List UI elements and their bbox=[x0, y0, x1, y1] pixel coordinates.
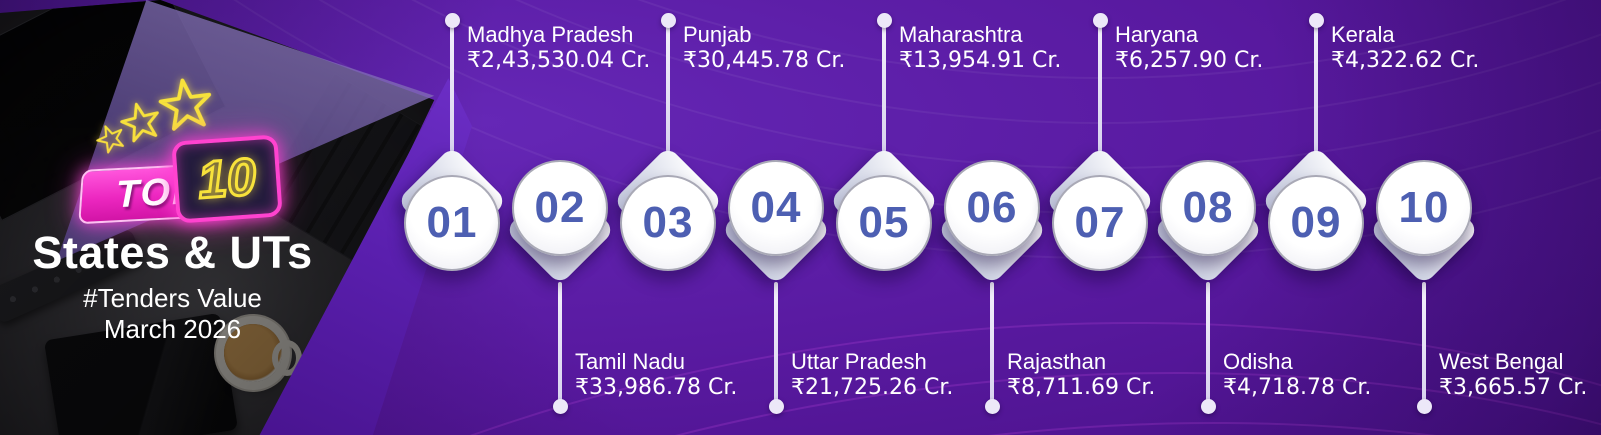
state-value: ₹33,986.78 Cr. bbox=[575, 375, 738, 400]
page-subtitle-tenders-value: #Tenders Value bbox=[83, 283, 262, 313]
connector-line bbox=[1206, 282, 1210, 404]
state-name: Maharashtra bbox=[899, 22, 1023, 47]
state-label: Madhya Pradesh ₹2,43,530.04 Cr. bbox=[467, 22, 650, 74]
state-value: ₹30,445.78 Cr. bbox=[683, 48, 846, 73]
connector-dot bbox=[876, 13, 892, 28]
state-label: Rajasthan ₹8,711.69 Cr. bbox=[1007, 349, 1155, 401]
connector-line bbox=[882, 20, 886, 152]
rank-number: 04 bbox=[750, 183, 802, 232]
state-name: Tamil Nadu bbox=[575, 349, 686, 374]
rank-number: 07 bbox=[1074, 198, 1126, 247]
connector-line bbox=[1314, 20, 1318, 152]
connector-dot bbox=[1092, 13, 1108, 28]
state-label: Odisha ₹4,718.78 Cr. bbox=[1223, 349, 1371, 401]
ten-badge-label: 10 bbox=[195, 147, 260, 212]
rank-circle: 01 bbox=[404, 175, 500, 271]
rank-circle: 10 bbox=[1376, 160, 1472, 256]
rank-circle: 02 bbox=[512, 160, 608, 256]
state-value: ₹3,665.57 Cr. bbox=[1439, 375, 1588, 400]
state-value: ₹2,43,530.04 Cr. bbox=[467, 48, 651, 73]
state-name: Uttar Pradesh bbox=[791, 349, 927, 374]
connector-line bbox=[1098, 20, 1102, 152]
state-value: ₹4,718.78 Cr. bbox=[1223, 375, 1372, 400]
rank-circle: 08 bbox=[1160, 160, 1256, 256]
page-subtitle-month: March 2026 bbox=[103, 314, 242, 344]
connector-dot bbox=[1308, 13, 1324, 28]
rank-circle: 04 bbox=[728, 160, 824, 256]
rank-circle: 06 bbox=[944, 160, 1040, 256]
connector-line bbox=[1422, 282, 1426, 404]
connector-line bbox=[990, 282, 994, 404]
state-name: Punjab bbox=[683, 22, 752, 47]
state-value: ₹13,954.91 Cr. bbox=[899, 48, 1062, 73]
state-value: ₹21,725.26 Cr. bbox=[791, 375, 954, 400]
state-name: Odisha bbox=[1223, 349, 1293, 374]
state-label: Maharashtra ₹13,954.91 Cr. bbox=[899, 22, 1061, 74]
connector-dot bbox=[984, 399, 1000, 414]
rank-circle: 09 bbox=[1268, 175, 1364, 271]
rank-number: 08 bbox=[1182, 183, 1234, 232]
state-value: ₹6,257.90 Cr. bbox=[1115, 48, 1264, 73]
connector-dot bbox=[552, 399, 568, 414]
ten-badge: 10 bbox=[171, 134, 283, 224]
state-name: Kerala bbox=[1331, 22, 1395, 47]
state-label: Kerala ₹4,322.62 Cr. bbox=[1331, 22, 1479, 74]
state-name: Madhya Pradesh bbox=[467, 22, 634, 47]
star-icon bbox=[158, 78, 212, 131]
connector-line bbox=[558, 282, 562, 404]
state-value: ₹8,711.69 Cr. bbox=[1007, 375, 1156, 400]
rank-number: 03 bbox=[642, 198, 694, 247]
state-label: Haryana ₹6,257.90 Cr. bbox=[1115, 22, 1263, 74]
connector-dot bbox=[1200, 399, 1216, 414]
state-name: West Bengal bbox=[1439, 349, 1564, 374]
state-label: Tamil Nadu ₹33,986.78 Cr. bbox=[575, 349, 737, 401]
rank-number: 06 bbox=[966, 183, 1018, 232]
page-title: States & UTs bbox=[32, 227, 313, 278]
rank-circle: 05 bbox=[836, 175, 932, 271]
state-label: Punjab ₹30,445.78 Cr. bbox=[683, 22, 845, 74]
connector-dot bbox=[1416, 399, 1432, 414]
connector-line bbox=[666, 20, 670, 152]
state-label: Uttar Pradesh ₹21,725.26 Cr. bbox=[791, 349, 953, 401]
rank-number: 01 bbox=[426, 198, 478, 247]
connector-dot bbox=[768, 399, 784, 414]
rank-number: 10 bbox=[1398, 183, 1450, 232]
connector-line bbox=[774, 282, 778, 404]
rank-circle: 07 bbox=[1052, 175, 1148, 271]
top10-logo: TOP 10 bbox=[58, 74, 308, 234]
left-panel: TOP 10 States & UTs #Tenders Value March… bbox=[0, 0, 472, 435]
rank-number: 05 bbox=[858, 198, 910, 247]
rank-number: 02 bbox=[534, 183, 586, 232]
state-value: ₹4,322.62 Cr. bbox=[1331, 48, 1480, 73]
rank-circle: 03 bbox=[620, 175, 716, 271]
state-name: Rajasthan bbox=[1007, 349, 1107, 374]
rank-number: 09 bbox=[1290, 198, 1342, 247]
connector-line bbox=[450, 20, 454, 152]
connector-dot bbox=[444, 13, 460, 28]
state-label: West Bengal ₹3,665.57 Cr. bbox=[1439, 349, 1587, 401]
state-name: Haryana bbox=[1115, 22, 1199, 47]
connector-dot bbox=[660, 13, 676, 28]
